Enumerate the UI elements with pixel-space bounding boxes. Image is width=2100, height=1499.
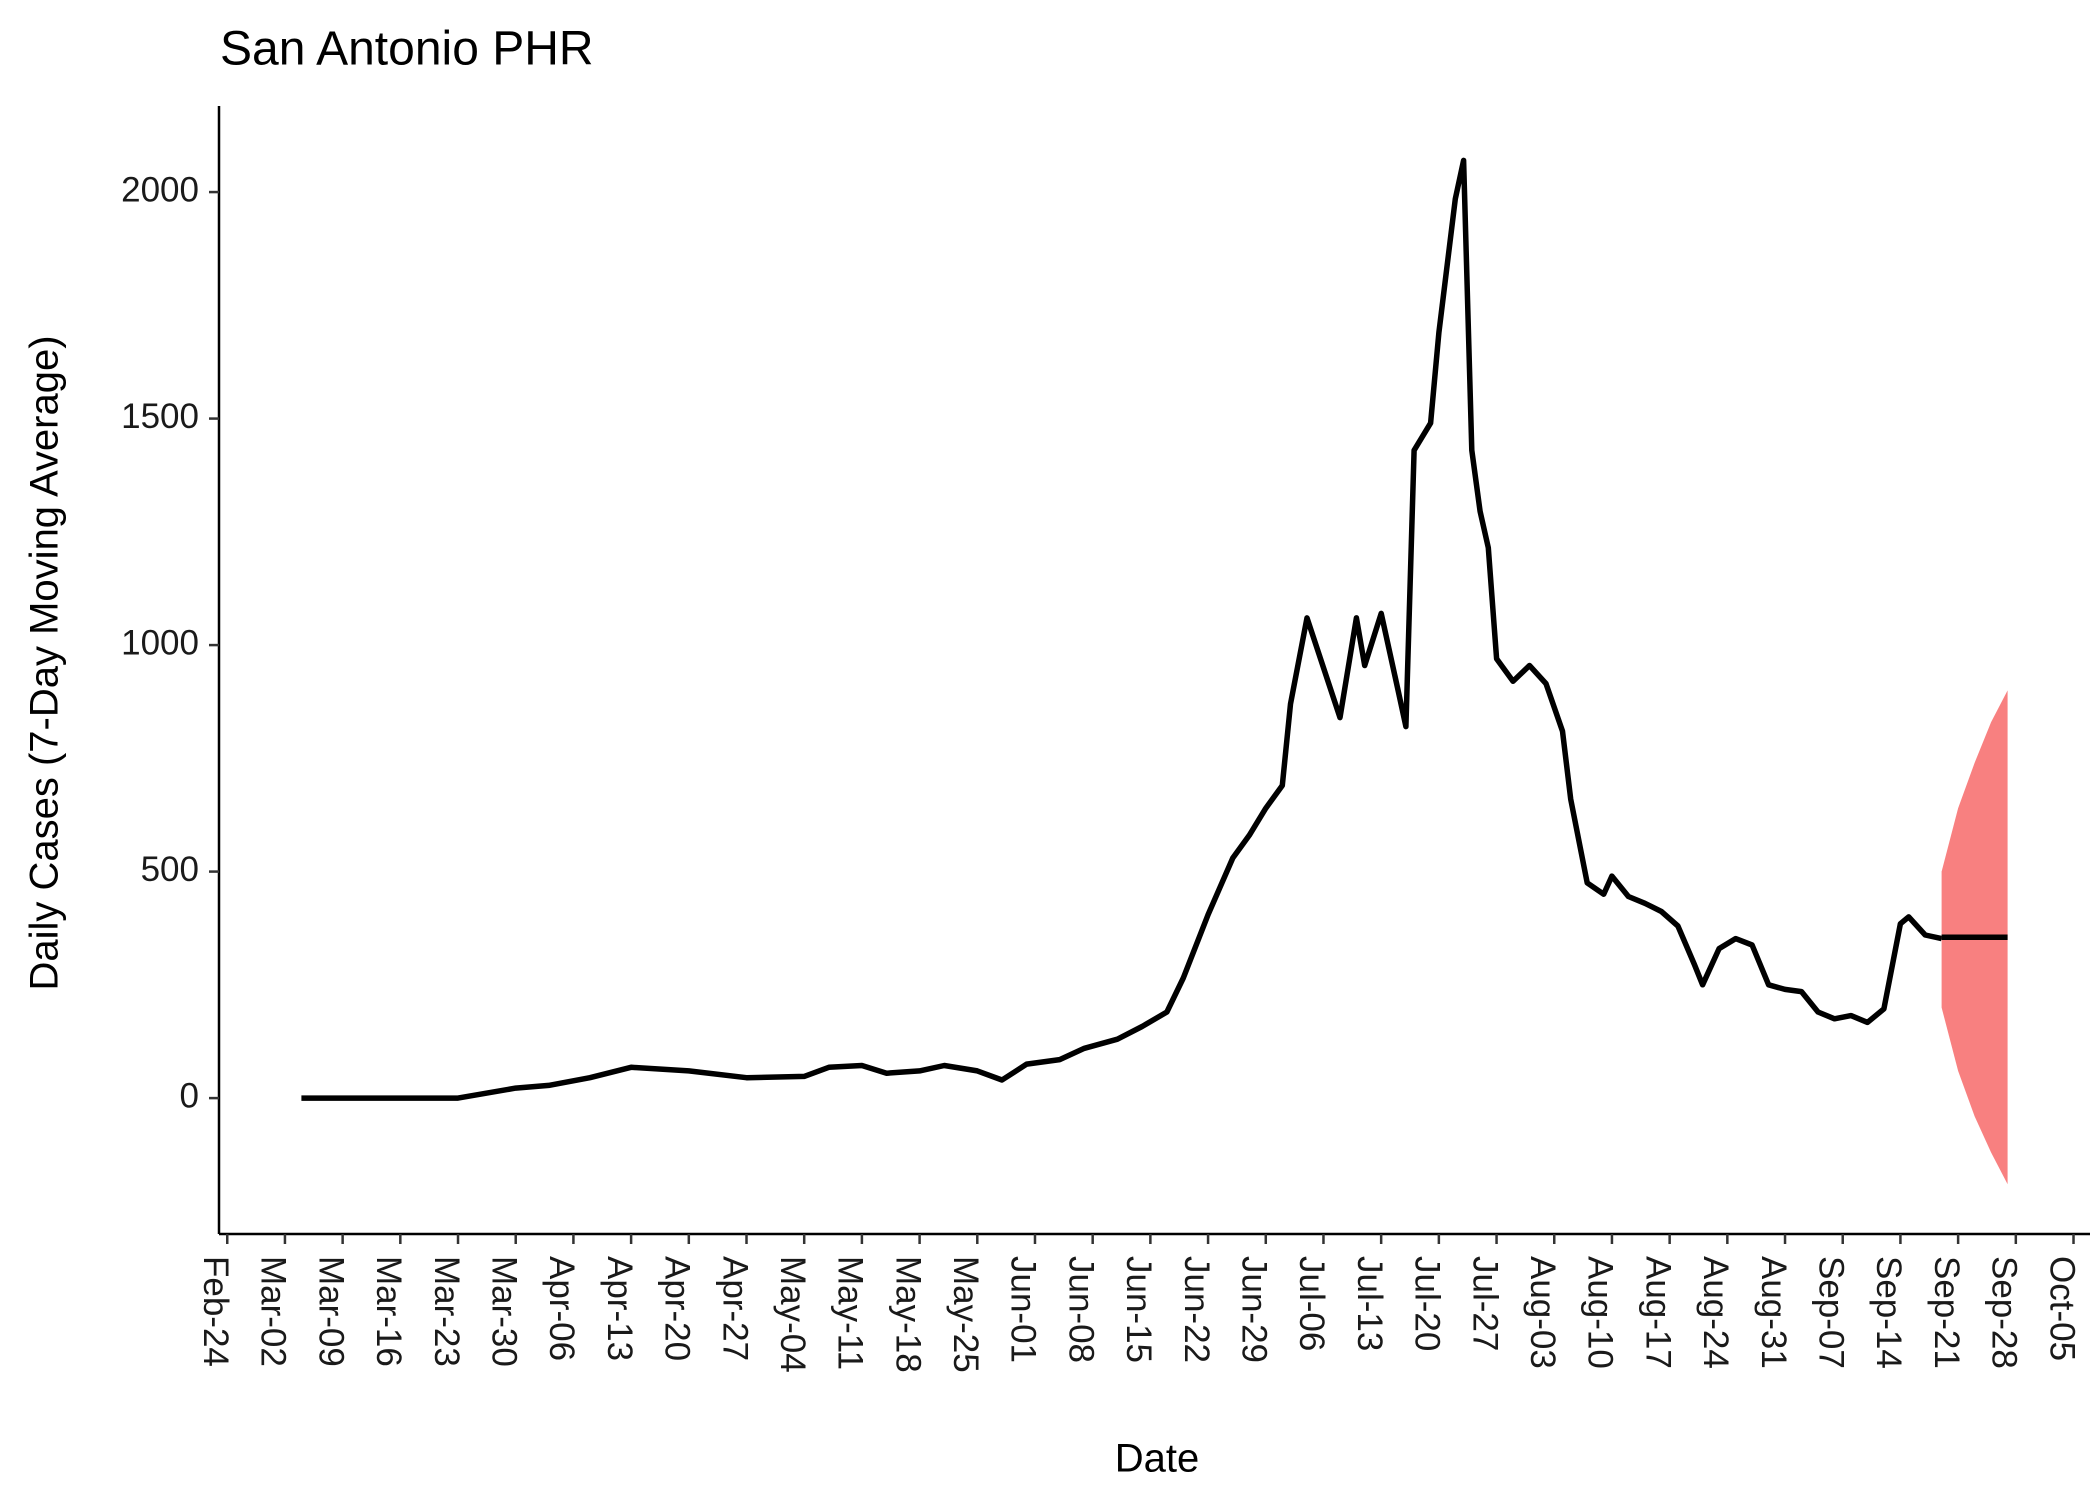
x-tick-label: Jun-15: [1119, 1256, 1158, 1363]
x-tick-label: Sep-28: [1985, 1256, 2024, 1369]
x-tick-label: Jul-27: [1465, 1256, 1504, 1351]
y-tick-label: 1500: [121, 397, 199, 436]
y-tick-label: 2000: [121, 170, 199, 209]
y-tick-label: 500: [141, 850, 199, 889]
x-tick-label: May-11: [831, 1256, 870, 1370]
x-tick-label: May-18: [888, 1256, 927, 1373]
x-tick-label: Feb-24: [196, 1256, 235, 1367]
x-tick-label: Oct-05: [2042, 1256, 2081, 1361]
x-tick-label: Aug-17: [1638, 1256, 1677, 1369]
x-tick-label: Mar-02: [254, 1256, 293, 1367]
x-tick-label: May-04: [773, 1256, 812, 1373]
y-tick-label: 0: [180, 1076, 199, 1115]
x-tick-label: Mar-23: [427, 1256, 466, 1367]
y-tick-label: 1000: [121, 623, 199, 662]
x-tick-label: Mar-16: [369, 1256, 408, 1367]
x-tick-label: Jun-08: [1061, 1256, 1100, 1363]
x-tick-label: Mar-09: [311, 1256, 350, 1367]
x-tick-label: Apr-13: [600, 1256, 639, 1361]
x-tick-label: Jul-13: [1350, 1256, 1389, 1351]
chart-title: San Antonio PHR: [220, 23, 594, 76]
x-axis-title: Date: [1115, 1437, 1200, 1481]
x-tick-label: Apr-27: [715, 1256, 754, 1361]
data-line: [301, 157, 1943, 1101]
x-tick-label: Apr-06: [542, 1256, 581, 1361]
x-tick-label: Jul-06: [1292, 1256, 1331, 1351]
x-tick-label: Jun-01: [1004, 1256, 1043, 1363]
x-tick-label: Jul-20: [1408, 1256, 1447, 1351]
x-tick-label: Sep-21: [1927, 1256, 1966, 1369]
x-tick-label: Sep-14: [1869, 1256, 1908, 1369]
x-tick-label: Jun-29: [1235, 1256, 1274, 1363]
x-tick-label: Aug-03: [1523, 1256, 1562, 1369]
x-tick-label: Apr-20: [658, 1256, 697, 1361]
y-axis-title: Daily Cases (7-Day Moving Average): [23, 335, 67, 990]
x-tick-label: Mar-30: [484, 1256, 523, 1367]
x-tick-label: Aug-31: [1754, 1256, 1793, 1369]
x-tick-label: Aug-24: [1696, 1256, 1735, 1369]
x-tick-label: Jun-22: [1177, 1256, 1216, 1363]
x-tick-label: May-25: [946, 1256, 985, 1373]
x-tick-label: Sep-07: [1811, 1256, 1850, 1369]
x-tick-label: Aug-10: [1581, 1256, 1620, 1369]
